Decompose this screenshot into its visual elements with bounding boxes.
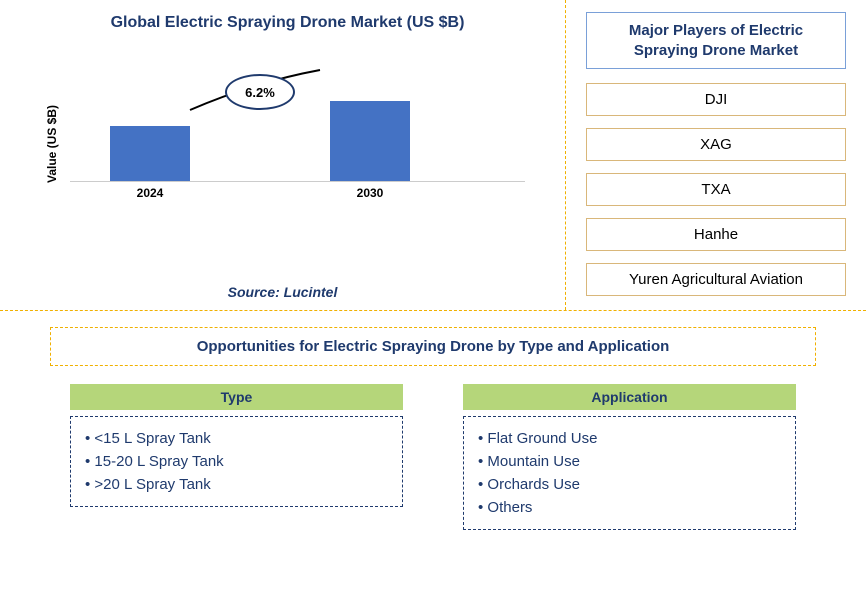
y-axis-label: Value (US $B) [45,105,59,183]
growth-rate-ellipse: 6.2% [225,74,295,110]
top-row: Global Electric Spraying Drone Market (U… [0,0,866,310]
chart-area: Value (US $B) 6.2% [70,62,525,212]
opp-item: • Orchards Use [478,473,781,496]
opp-item: • Mountain Use [478,450,781,473]
opportunities-header: Opportunities for Electric Spraying Dron… [50,327,816,366]
x-label-2030: 2030 [330,186,410,200]
opp-item: • Others [478,496,781,519]
opp-item: • <15 L Spray Tank [85,427,388,450]
opp-item: • 15-20 L Spray Tank [85,450,388,473]
player-item: TXA [586,173,846,206]
players-panel: Major Players of Electric Spraying Drone… [566,0,866,310]
growth-rate-label: 6.2% [245,85,275,100]
opp-column-header: Application [463,384,796,410]
player-item: XAG [586,128,846,161]
opportunities-section: Opportunities for Electric Spraying Dron… [0,310,866,546]
opp-column: Application • Flat Ground Use• Mountain U… [463,384,796,530]
opportunities-columns: Type • <15 L Spray Tank• 15-20 L Spray Ta… [30,384,836,530]
player-item: DJI [586,83,846,116]
opp-column: Type • <15 L Spray Tank• 15-20 L Spray Ta… [70,384,403,530]
source-label: Source: Lucintel [0,284,565,300]
plot-area: 6.2% [70,62,525,182]
players-list: DJI XAG TXA Hanhe Yuren Agricultural Aviatio… [586,83,846,296]
players-header: Major Players of Electric Spraying Drone… [586,12,846,69]
bar-2030 [330,101,410,181]
chart-panel: Global Electric Spraying Drone Market (U… [0,0,566,310]
opp-item: • Flat Ground Use [478,427,781,450]
chart-title: Global Electric Spraying Drone Market (U… [30,14,545,32]
x-label-2024: 2024 [110,186,190,200]
growth-arrow-group: 6.2% [180,62,340,122]
opp-item: • >20 L Spray Tank [85,473,388,496]
opp-column-header: Type [70,384,403,410]
player-item: Yuren Agricultural Aviation [586,263,846,296]
opp-column-body: • Flat Ground Use• Mountain Use• Orchard… [463,416,796,530]
bar-2024 [110,126,190,181]
x-axis-labels: 2024 2030 [70,182,525,202]
opp-column-body: • <15 L Spray Tank• 15-20 L Spray Tank• … [70,416,403,507]
player-item: Hanhe [586,218,846,251]
